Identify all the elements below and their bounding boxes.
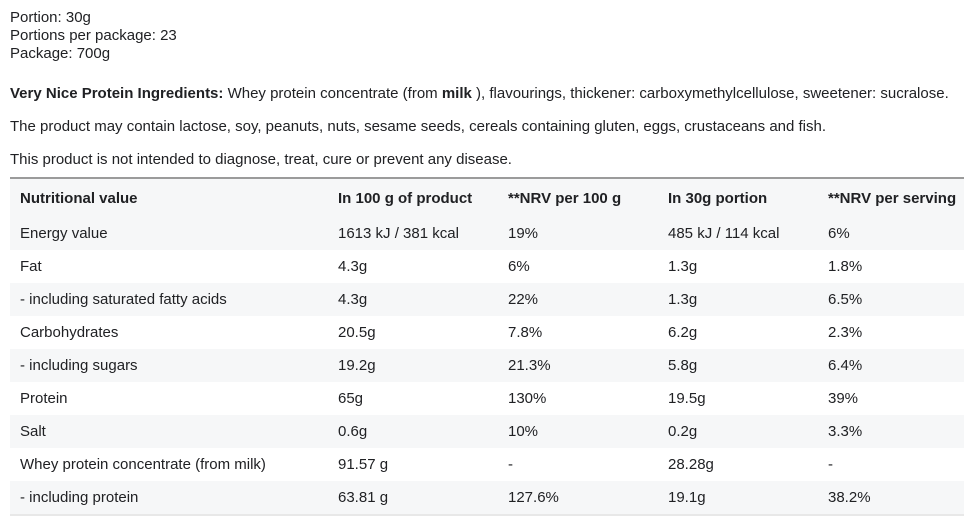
value-cell: 127.6% xyxy=(508,489,559,506)
ingredients-text-pre: Whey protein concentrate (from xyxy=(223,85,442,102)
value-cell: 20.5g xyxy=(338,324,376,341)
value-cell: 6% xyxy=(828,225,850,242)
table-row: - including saturated fatty acids 4.3g 22%… xyxy=(10,283,964,316)
value-cell: 3.3% xyxy=(828,423,863,440)
row-label-cell: Fat xyxy=(20,258,42,275)
row-label-cell: - including saturated fatty acids xyxy=(20,291,227,308)
value-cell: 21.3% xyxy=(508,357,551,374)
row-label-cell: Energy value xyxy=(20,225,108,242)
value-cell: 1613 kJ / 381 kcal xyxy=(338,225,459,242)
value-cell: 19% xyxy=(508,225,539,242)
row-label-cell: - including sugars xyxy=(20,357,138,374)
value-cell: 485 kJ / 114 kcal xyxy=(668,225,780,242)
value-cell: 6% xyxy=(508,258,530,275)
value-cell: 19.1g xyxy=(668,489,706,506)
row-label-cell: Protein xyxy=(20,390,68,407)
table-header-cell: **NRV per serving xyxy=(828,189,957,207)
table-row: Carbohydrates 20.5g 7.8% 6.2g 2.3% xyxy=(10,316,964,349)
portion-line: Portion: 30g xyxy=(10,9,91,26)
row-label-cell: - including protein xyxy=(20,489,139,506)
table-header-cell: In 30g portion xyxy=(668,189,768,207)
value-cell: 0.6g xyxy=(338,423,368,440)
value-cell: 7.8% xyxy=(508,324,543,341)
value-cell: 0.2g xyxy=(668,423,698,440)
value-cell: 4.3g xyxy=(338,258,368,275)
table-header-row: Nutritional value In 100 g of product **NR… xyxy=(10,178,964,217)
ingredients-text-post: ), flavourings, thickener: carboxymethyl… xyxy=(471,85,949,102)
package-line: Package: 700g xyxy=(10,45,111,62)
value-cell: 1.3g xyxy=(668,258,698,275)
table-row: Salt 0.6g 10% 0.2g 3.3% xyxy=(10,415,964,448)
value-cell: 19.5g xyxy=(668,390,706,407)
value-cell: 6.2g xyxy=(668,324,698,341)
table-header-cell: In 100 g of product xyxy=(338,189,473,207)
value-cell: 65g xyxy=(338,390,364,407)
value-cell: 1.3g xyxy=(668,291,698,308)
package-meta-block: Portion: 30g Portions per package: 23 Pa… xyxy=(10,9,964,63)
value-cell: 1.8% xyxy=(828,258,863,275)
value-cell: 10% xyxy=(508,423,539,440)
value-cell: 91.57 g xyxy=(338,456,389,473)
table-row: - including sugars 19.2g 21.3% 5.8g 6.4% xyxy=(10,349,964,382)
value-cell: 5.8g xyxy=(668,357,698,374)
value-cell: 6.5% xyxy=(828,291,863,308)
value-cell: - xyxy=(508,456,513,473)
table-header-cell: **NRV per 100 g xyxy=(508,189,622,207)
ingredients-paragraph: Very Nice Protein Ingredients: Whey prot… xyxy=(10,85,964,103)
value-cell: 2.3% xyxy=(828,324,863,341)
row-label-cell: Carbohydrates xyxy=(20,324,119,341)
table-row: Fat 4.3g 6% 1.3g 1.8% xyxy=(10,250,964,283)
table-row: Protein 65g 130% 19.5g 39% xyxy=(10,382,964,415)
value-cell: 39% xyxy=(828,390,859,407)
value-cell: 19.2g xyxy=(338,357,376,374)
value-cell: 22% xyxy=(508,291,539,308)
value-cell: 28.28g xyxy=(668,456,714,473)
portions-per-package-line: Portions per package: 23 xyxy=(10,27,177,44)
row-label-cell: Whey protein concentrate (from milk) xyxy=(20,456,266,473)
value-cell: 4.3g xyxy=(338,291,368,308)
value-cell: 38.2% xyxy=(828,489,871,506)
table-row: Energy value 1613 kJ / 381 kcal 19% 485 kJ … xyxy=(10,217,964,250)
table-row: - including protein 63.81 g 127.6% 19.1g 38.… xyxy=(10,481,964,515)
ingredients-milk-bold: milk xyxy=(441,85,472,102)
ingredients-label: Very Nice Protein Ingredients: xyxy=(10,85,224,102)
nutrition-table: Nutritional value In 100 g of product **NR… xyxy=(10,177,964,516)
allergens-paragraph: The product may contain lactose, soy, pe… xyxy=(10,118,827,135)
value-cell: 130% xyxy=(508,390,547,407)
row-label-cell: Salt xyxy=(20,423,46,440)
table-row: Whey protein concentrate (from milk) 91.5… xyxy=(10,448,964,481)
disclaimer-paragraph: This product is not intended to diagnose… xyxy=(10,151,512,168)
table-header-cell: Nutritional value xyxy=(20,189,138,207)
value-cell: 63.81 g xyxy=(338,489,389,506)
table-body: Energy value 1613 kJ / 381 kcal 19% 485 kJ … xyxy=(10,217,964,515)
value-cell: 6.4% xyxy=(828,357,863,374)
value-cell: - xyxy=(828,456,833,473)
